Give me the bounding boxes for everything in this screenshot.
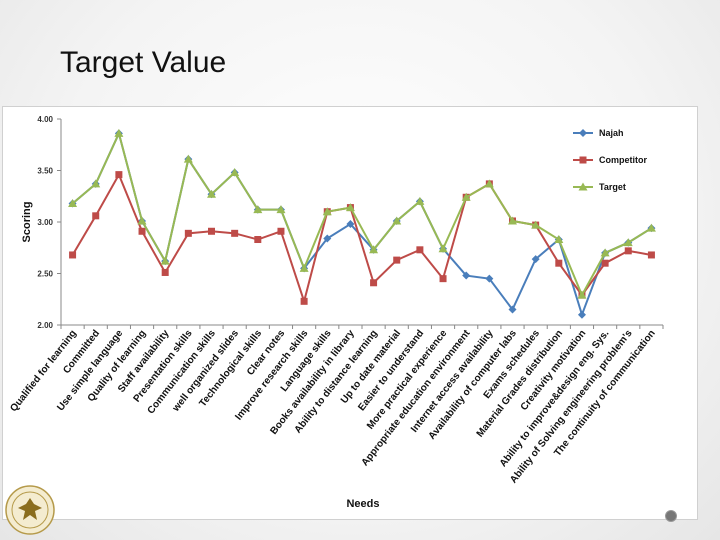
najah-data-point: [577, 310, 586, 319]
target-series-line: [71, 130, 652, 298]
target-data-point: [322, 207, 332, 216]
y-tick-label: 4.00: [37, 115, 53, 124]
target-data-point: [461, 192, 471, 201]
target-data-point: [392, 216, 402, 225]
competitor-data-point: [138, 227, 146, 235]
target-data-point: [438, 244, 448, 253]
target-data-point: [207, 189, 216, 198]
target-data-point: [299, 263, 309, 272]
target-data-point: [253, 205, 263, 214]
najah-data-point: [462, 271, 471, 280]
competitor-data-point: [161, 268, 169, 276]
competitor-data-point: [69, 251, 77, 259]
target-data-point: [508, 216, 517, 225]
competitor-data-point: [601, 259, 609, 267]
university-seal-logo: [5, 485, 55, 535]
competitor-data-point: [393, 256, 401, 264]
legend-najah-marker: [579, 129, 587, 137]
legend-target-marker: [578, 182, 588, 191]
target-data-point: [345, 203, 355, 212]
competitor-data-point: [92, 212, 100, 220]
competitor-data-point: [647, 251, 655, 259]
competitor-data-point: [439, 275, 447, 283]
najah-data-point: [323, 234, 332, 243]
competitor-data-point: [184, 229, 192, 237]
target-data-point: [531, 220, 541, 229]
najah-series-line: [71, 130, 652, 318]
target-data-point: [183, 154, 193, 163]
competitor-series-line: [71, 172, 652, 305]
competitor-data-point: [231, 229, 239, 237]
competitor-data-point: [115, 171, 123, 179]
target-data-point: [484, 179, 494, 188]
target-data-point: [230, 168, 240, 177]
target-data-point: [276, 205, 286, 214]
target-data-point: [369, 245, 379, 254]
target-data-point: [137, 216, 147, 225]
slide-title: Target Value: [60, 46, 227, 79]
y-tick-label: 3.00: [37, 218, 53, 227]
target-data-point: [91, 179, 101, 188]
target-data-point: [160, 256, 170, 265]
y-tick-label: 3.50: [37, 167, 53, 176]
competitor-data-point: [300, 297, 308, 305]
target-data-point: [577, 290, 587, 299]
competitor-data-point: [624, 247, 632, 255]
target-data-point: [646, 223, 656, 232]
target-data-point: [554, 235, 564, 244]
chart-panel: 2.00 2.50 3.00 3.50 4.00 Qualified for learni…: [2, 106, 698, 520]
legend-najah-label: Najah: [599, 128, 624, 138]
competitor-data-point: [208, 227, 215, 235]
legend-competitor-label: Competitor: [599, 155, 647, 165]
najah-data-point: [508, 305, 517, 314]
najah-data-point: [485, 274, 494, 283]
slide-corner-dot: [665, 510, 677, 522]
legend-competitor-marker: [579, 156, 587, 164]
competitor-data-point: [555, 259, 563, 267]
target-data-point: [114, 128, 124, 137]
target-data-point: [415, 196, 425, 205]
legend-target-label: Target: [599, 182, 626, 192]
najah-data-point: [531, 255, 540, 264]
competitor-data-point: [254, 236, 262, 244]
najah-data-point: [346, 220, 355, 229]
competitor-data-point: [416, 246, 424, 254]
x-axis-title: Needs: [346, 498, 379, 510]
y-tick-label: 2.50: [37, 270, 53, 279]
target-data-point: [600, 248, 610, 257]
y-axis-title: Scoring: [21, 202, 33, 243]
y-tick-label: 2.00: [37, 321, 53, 330]
target-data-point: [623, 238, 633, 247]
target-data-point: [68, 198, 78, 207]
competitor-data-point: [277, 227, 285, 235]
competitor-data-point: [370, 279, 378, 287]
